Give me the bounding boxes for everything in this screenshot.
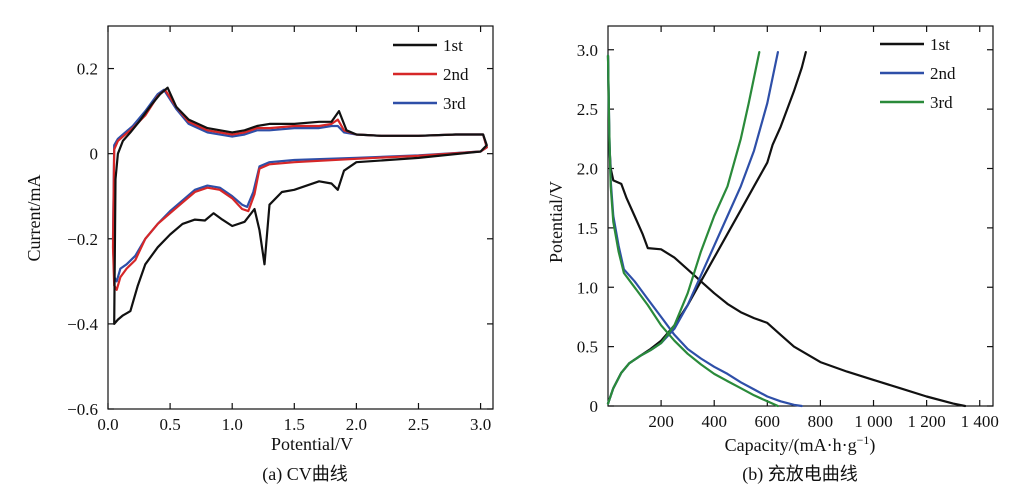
cv-x-tick-label: 2.5 [408,415,429,434]
cd-y-axis-label: Potential/V [546,181,566,263]
cv-series-2nd [111,88,488,291]
cd-x-tick-label: 800 [808,412,834,431]
cv-legend-label-1st: 1st [443,36,463,55]
cv-x-tick-label: 0.5 [159,415,180,434]
cv-chart: 0.0 0.5 1.0 1.5 2.0 2.5 3.0 −0.6 −0.4 −0.2 0 0.2 1s… [24,25,494,485]
cd-x-tick-label: 1 000 [854,412,892,431]
charge-discharge-chart: 200 400 600 800 1 000 1 200 1 400 0 0.5 1.0 1.5 2.0… [546,25,999,485]
cv-series-3rd [111,88,488,283]
cd-y-tick-label: 1.5 [577,219,598,238]
cd-y-tick-label: 2.0 [577,160,598,179]
cv-legend-label-2nd: 2nd [443,65,469,84]
cd-x-tick-label: 1 200 [907,412,945,431]
cd-legend: 1st 2nd 3rd [880,35,956,112]
cv-y-tick-label: −0.6 [67,400,98,419]
cd-x-axis-label-sup: −1 [857,433,870,447]
cv-y-axis-label: Current/mA [24,175,44,262]
cv-series [111,86,488,325]
cd-charge-2nd [606,51,779,405]
cd-discharge-2nd [606,54,803,408]
cd-x-tick-label: 400 [701,412,727,431]
cv-x-tick-label: 1.5 [284,415,305,434]
cd-charge-1st [606,51,807,405]
cv-caption: (a) CV曲线 [262,464,347,485]
cv-x-tick-label: 0.0 [97,415,118,434]
cv-x-tick-label: 3.0 [470,415,491,434]
cd-ticks: 200 400 600 800 1 000 1 200 1 400 0 0.5 1.0 1.5 2.0… [577,26,999,431]
cv-ticks: 0.0 0.5 1.0 1.5 2.0 2.5 3.0 −0.6 −0.4 −0.2 0 0.2 [67,26,493,434]
cd-x-axis-label-main: Capacity/(mA·h·g [725,435,857,456]
cd-legend-label-2nd: 2nd [930,64,956,83]
cd-x-axis-label-tail: ) [869,435,875,456]
cd-x-tick-label: 200 [648,412,674,431]
cd-charge-3rd [606,51,761,405]
cv-plot-frame [107,25,494,410]
cv-x-axis-label: Potential/V [271,434,353,454]
cd-legend-label-1st: 1st [930,35,950,54]
cv-legend: 1st 2nd 3rd [393,36,469,113]
cd-y-tick-label: 0.5 [577,338,598,357]
cd-legend-label-3rd: 3rd [930,93,953,112]
cd-caption: (b) 充放电曲线 [742,464,858,485]
cd-y-tick-label: 3.0 [577,41,598,60]
cv-series-1st [113,86,488,325]
cd-y-tick-label: 1.0 [577,278,598,297]
cv-y-tick-label: 0.2 [77,60,98,79]
cv-y-tick-label: −0.4 [67,315,98,334]
cv-x-tick-label: 1.0 [222,415,243,434]
cd-y-tick-label: 2.5 [577,100,598,119]
cd-series [606,51,967,408]
cd-y-tick-label: 0 [590,397,599,416]
cd-x-tick-label: 1 400 [961,412,999,431]
cv-legend-label-3rd: 3rd [443,94,466,113]
cv-y-tick-label: −0.2 [67,230,98,249]
cv-x-tick-label: 2.0 [346,415,367,434]
cv-y-tick-label: 0 [90,145,99,164]
cd-plot-frame [607,25,994,407]
cd-x-axis-label: Capacity/(mA·h·g−1) [725,433,876,456]
cd-x-tick-label: 600 [755,412,781,431]
cd-discharge-1st [606,54,967,408]
